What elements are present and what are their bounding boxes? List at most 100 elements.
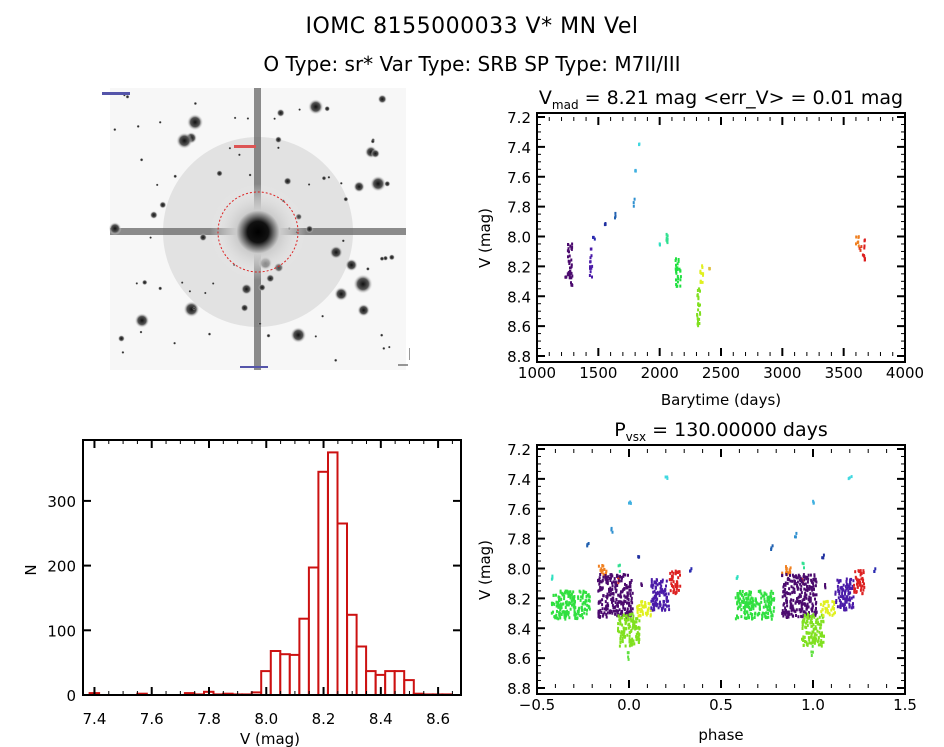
phased-point-repeat (750, 590, 752, 594)
phased-point-repeat (854, 587, 857, 591)
phased-point-repeat (767, 598, 770, 602)
phased-point (650, 584, 653, 588)
lightcurve-point (632, 204, 635, 208)
phased-point-repeat (799, 577, 802, 581)
phased-ytick-label: 7.4 (507, 471, 531, 489)
phased-point-repeat (813, 641, 816, 645)
phased-point-repeat (784, 594, 787, 598)
phased-point-repeat (813, 573, 816, 577)
phased-point (607, 604, 610, 608)
phased-point-repeat (813, 587, 815, 591)
lightcurve-ytick-label: 7.2 (507, 109, 531, 127)
phased-point (558, 604, 561, 608)
phased-point (628, 622, 631, 626)
phased-point-repeat (807, 598, 810, 602)
phased-point-repeat (796, 600, 799, 603)
phased-point-repeat (818, 615, 821, 619)
phased-point-repeat (800, 591, 803, 595)
phased-point (615, 581, 618, 585)
phased-point (613, 577, 616, 581)
phased-point-repeat (814, 612, 817, 616)
phased-point (630, 599, 633, 602)
lightcurve-point (675, 271, 678, 275)
phased-point (629, 617, 632, 621)
phased-point-repeat (754, 604, 757, 608)
histogram-ytick-label: 300 (47, 493, 76, 511)
phased-point-repeat (839, 601, 842, 605)
phased-point (669, 589, 672, 593)
phased-point-repeat (783, 583, 785, 587)
phased-point (630, 579, 633, 582)
phased-point (652, 596, 655, 600)
phased-point (672, 591, 675, 595)
phased-point-repeat (826, 609, 829, 613)
phased-point-repeat (800, 584, 803, 588)
field-star (305, 225, 314, 234)
phased-point-repeat (822, 640, 825, 644)
phased-plot: Pvsx = 130.00000 days −0.5 0.0 0.5 1.0 1.5 7.… (476, 419, 917, 744)
phased-point (638, 619, 641, 623)
lightcurve-point (697, 319, 699, 323)
phased-point-repeat (817, 636, 820, 640)
phased-point-repeat (836, 605, 839, 609)
phased-point-repeat (816, 629, 819, 633)
phased-point-repeat (813, 627, 816, 631)
phased-point (656, 592, 658, 596)
phased-point (604, 574, 607, 577)
phased-point-repeat (786, 592, 789, 595)
lightcurve-point (676, 284, 679, 288)
phased-point-repeat (781, 571, 784, 575)
phased-point (588, 595, 591, 599)
phased-point (629, 592, 632, 596)
phased-point (565, 600, 568, 604)
phased-point-repeat (804, 603, 807, 606)
lightcurve-point (666, 234, 669, 238)
lightcurve-point (567, 255, 569, 259)
phased-point (626, 607, 629, 611)
phased-point (611, 581, 613, 585)
phased-point (569, 590, 572, 594)
phased-point-repeat (744, 603, 747, 607)
phased-point-repeat (803, 595, 806, 599)
phased-point-repeat (838, 589, 841, 593)
phased-point-repeat (805, 615, 808, 619)
phased-point-repeat (743, 593, 746, 596)
lightcurve-ytick-label: 7.8 (507, 199, 531, 217)
lightcurve-point (699, 312, 702, 316)
phased-point-repeat (784, 591, 787, 595)
phased-point-repeat (735, 576, 738, 580)
phased-point-repeat (801, 620, 804, 624)
phased-point-repeat (789, 606, 792, 610)
phased-point-repeat (798, 574, 801, 578)
phased-point-repeat (838, 599, 841, 602)
phased-point (563, 594, 566, 598)
phased-point-repeat (803, 635, 806, 639)
phased-point (599, 568, 602, 572)
phased-point (620, 579, 623, 583)
phased-point-repeat (861, 576, 864, 580)
phased-point (626, 591, 629, 595)
phased-point (638, 555, 641, 559)
phased-point-repeat (861, 584, 864, 588)
phased-point (563, 591, 566, 595)
phased-point-repeat (810, 607, 813, 611)
phased-ytick-label: 8.0 (507, 561, 531, 579)
phased-point-repeat (759, 590, 762, 594)
field-star (117, 334, 125, 343)
lightcurve-point (568, 250, 570, 254)
lightcurve-point (570, 271, 573, 275)
phased-point (555, 593, 557, 597)
phased-point-repeat (762, 594, 765, 598)
phased-point (619, 592, 622, 596)
phased-point (668, 578, 671, 582)
lightcurve-ytick-label: 7.6 (507, 169, 531, 187)
phased-point-repeat (805, 626, 808, 630)
field-star (258, 322, 262, 326)
phased-point-repeat (810, 654, 813, 657)
phased-point-repeat (804, 591, 807, 595)
phased-point-repeat (820, 613, 823, 617)
field-star (141, 279, 148, 286)
phased-point (627, 573, 629, 577)
phased-point-repeat (743, 609, 746, 613)
